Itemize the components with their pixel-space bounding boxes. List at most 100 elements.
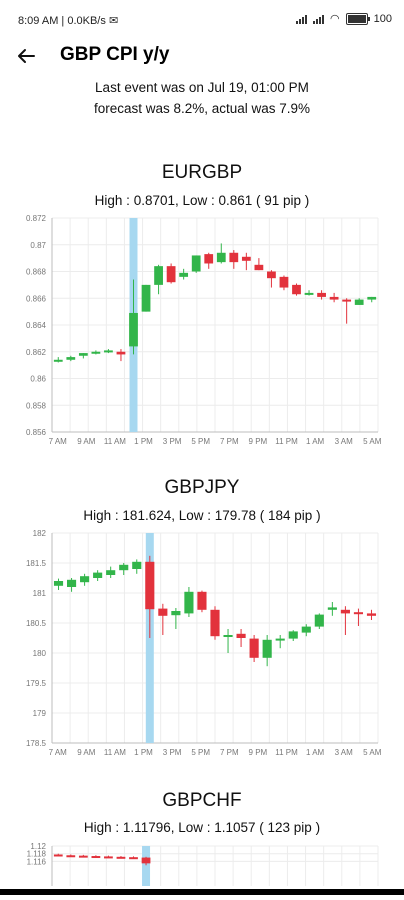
candle-body bbox=[66, 357, 76, 360]
signal-icon bbox=[296, 13, 308, 24]
y-tick-label: 0.864 bbox=[26, 321, 47, 330]
candle-body bbox=[145, 561, 155, 610]
x-tick-label: 5 PM bbox=[191, 437, 210, 446]
candle-body bbox=[340, 609, 350, 614]
y-tick-label: 181 bbox=[33, 589, 47, 598]
battery-icon bbox=[345, 12, 370, 25]
candle-body bbox=[241, 256, 251, 261]
x-tick-label: 1 AM bbox=[306, 748, 325, 757]
event-highlight-band bbox=[142, 846, 151, 900]
candle-body bbox=[91, 351, 101, 354]
candle-body bbox=[53, 359, 63, 362]
x-tick-label: 3 AM bbox=[335, 748, 354, 757]
candle-body bbox=[314, 614, 324, 627]
candle-body bbox=[275, 638, 285, 641]
candle-body bbox=[106, 570, 116, 575]
x-tick-label: 7 AM bbox=[49, 437, 68, 446]
candle-body bbox=[216, 252, 226, 263]
x-tick-label: 11 AM bbox=[104, 437, 126, 446]
y-tick-label: 1.118 bbox=[27, 850, 47, 859]
candle-body bbox=[353, 612, 364, 615]
candle-body bbox=[236, 633, 246, 638]
y-tick-label: 1.12 bbox=[30, 842, 46, 851]
y-tick-label: 179.5 bbox=[26, 679, 47, 688]
candle-body bbox=[223, 635, 233, 637]
candle-body bbox=[116, 351, 126, 355]
candle-body bbox=[154, 266, 163, 285]
candle-body bbox=[93, 572, 103, 578]
x-tick-label: 9 AM bbox=[77, 437, 96, 446]
candle-body bbox=[204, 254, 214, 264]
candle-body bbox=[301, 626, 311, 633]
wifi-icon: ◠ bbox=[330, 13, 340, 25]
y-tick-label: 0.87 bbox=[30, 241, 46, 250]
candlestick-chart-eurgbp[interactable]: 0.872 0.87 0.868 0.866 0.864 0.862 0.86 0.858 0.… bbox=[0, 212, 404, 457]
candle-body bbox=[141, 284, 151, 312]
candle-body bbox=[129, 312, 138, 347]
y-tick-label: 0.862 bbox=[26, 348, 47, 357]
candle-body bbox=[53, 854, 63, 857]
candle-body bbox=[288, 631, 298, 639]
candle-body bbox=[104, 856, 113, 859]
status-right: ◠ 100 bbox=[296, 12, 392, 25]
x-tick-label: 9 PM bbox=[249, 437, 268, 446]
candle-body bbox=[78, 353, 88, 356]
candle-body bbox=[210, 609, 220, 637]
candle-body bbox=[141, 857, 151, 864]
candle-body bbox=[91, 856, 101, 859]
candle-body bbox=[366, 613, 377, 616]
battery-level: 100 bbox=[373, 12, 392, 25]
x-tick-label: 9 AM bbox=[77, 748, 96, 757]
candle-body bbox=[329, 296, 339, 300]
nav-bar bbox=[0, 886, 404, 900]
candlestick-chart-gbpjpy[interactable]: 182 181.5 181 180.5 180 179.5 179 178.57 AM 9 AM… bbox=[0, 527, 404, 772]
x-tick-label: 9 PM bbox=[249, 748, 268, 757]
candle-body bbox=[104, 350, 113, 353]
y-tick-label: 1.116 bbox=[27, 857, 47, 866]
gesture-bar[interactable] bbox=[0, 889, 404, 895]
x-tick-label: 5 AM bbox=[363, 748, 382, 757]
y-tick-label: 0.858 bbox=[26, 401, 47, 410]
x-tick-label: 5 AM bbox=[363, 437, 382, 446]
candle-body bbox=[80, 576, 90, 583]
candle-body bbox=[354, 299, 364, 305]
status-bar: 8:09 AM | 0.0KB/s ✉ ◠ 100 bbox=[0, 0, 404, 40]
candle-body bbox=[171, 611, 181, 616]
x-tick-label: 1 AM bbox=[306, 437, 325, 446]
app-bar: GBP CPI y/y bbox=[0, 38, 404, 78]
candle-body bbox=[367, 296, 377, 300]
x-tick-label: 1 PM bbox=[134, 748, 153, 757]
x-tick-label: 11 AM bbox=[104, 748, 126, 757]
candle-body bbox=[197, 591, 207, 610]
x-tick-label: 3 PM bbox=[163, 748, 182, 757]
candle-body bbox=[249, 638, 259, 658]
page-title: GBP CPI y/y bbox=[60, 44, 170, 65]
candle-body bbox=[132, 561, 142, 569]
candle-body bbox=[158, 608, 168, 616]
y-tick-label: 179 bbox=[33, 709, 47, 718]
back-arrow-icon[interactable] bbox=[14, 44, 38, 68]
y-tick-label: 0.86 bbox=[30, 375, 46, 384]
x-tick-label: 5 PM bbox=[191, 748, 210, 757]
x-tick-label: 7 AM bbox=[49, 748, 68, 757]
status-left: 8:09 AM | 0.0KB/s ✉ bbox=[18, 15, 119, 27]
x-tick-label: 7 PM bbox=[220, 437, 239, 446]
candle-body bbox=[119, 564, 129, 571]
candle-body bbox=[129, 857, 138, 860]
x-tick-label: 11 PM bbox=[275, 748, 298, 757]
candle-body bbox=[191, 255, 201, 272]
candle-body bbox=[166, 266, 176, 283]
y-tick-label: 181.5 bbox=[26, 559, 47, 568]
x-tick-label: 1 PM bbox=[134, 437, 153, 446]
candle-body bbox=[53, 581, 64, 586]
y-tick-label: 180.5 bbox=[26, 619, 47, 628]
y-tick-label: 0.872 bbox=[26, 214, 47, 223]
candle-body bbox=[229, 252, 239, 263]
event-line-1: Last event was on Jul 19, 01:00 PM bbox=[95, 80, 309, 95]
event-line-2: forecast was 8.2%, actual was 7.9% bbox=[93, 101, 311, 116]
y-tick-label: 0.868 bbox=[26, 268, 47, 277]
network-speed: 0.0KB/s bbox=[67, 15, 106, 27]
x-tick-label: 7 PM bbox=[220, 748, 239, 757]
candle-body bbox=[327, 607, 337, 610]
y-tick-label: 182 bbox=[33, 529, 47, 538]
